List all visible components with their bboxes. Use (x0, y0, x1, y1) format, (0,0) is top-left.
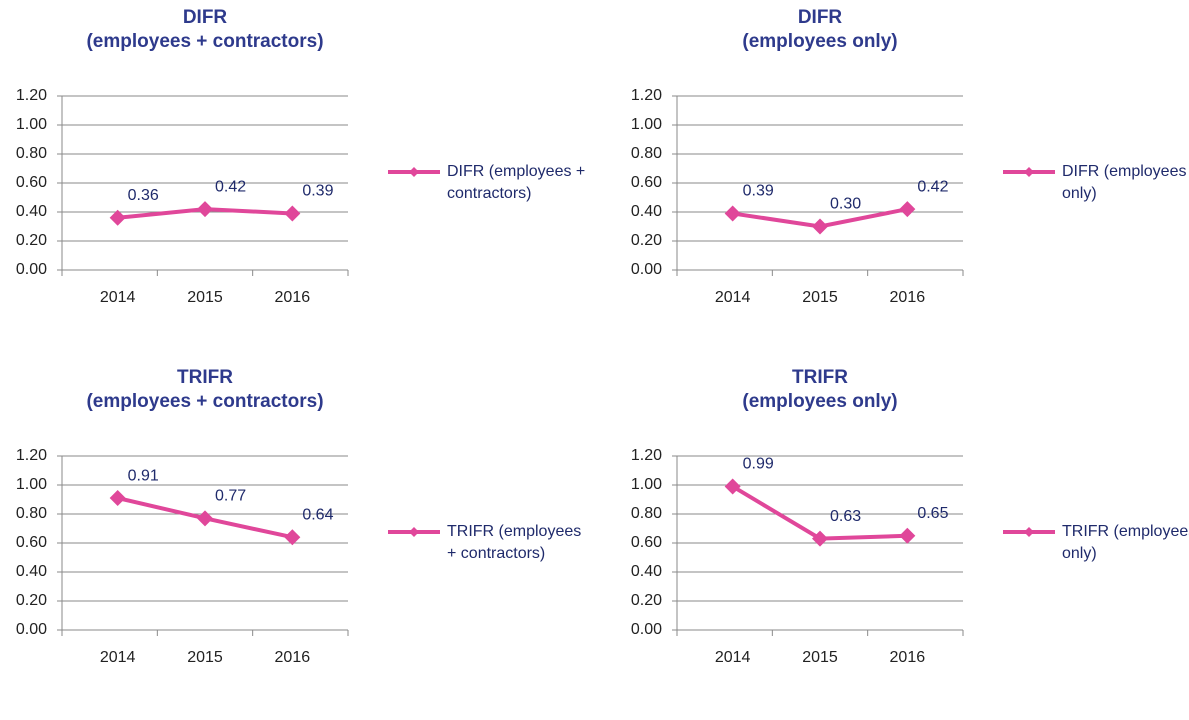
data-label: 0.64 (302, 506, 333, 523)
x-tick-label: 2015 (187, 649, 223, 666)
legend-marker (409, 527, 419, 537)
legend-label: TRIFR (employees + contractors) (447, 523, 582, 562)
chart-title: TRIFR (792, 367, 848, 388)
chart-title: DIFR (798, 7, 843, 28)
chart-panel: DIFR (employees only) 0.00 0.20 0.40 0.60 0.80… (615, 0, 1189, 360)
x-tick-label: 2016 (890, 289, 926, 306)
y-tick-label: 0.80 (631, 505, 662, 522)
legend-label: DIFR (employees only) (1062, 163, 1187, 202)
legend-label: TRIFR (employees only) (1062, 523, 1189, 562)
chart-subtitle: (employees only) (742, 391, 897, 412)
y-tick-label: 0.20 (16, 592, 47, 609)
data-point (284, 529, 301, 546)
page: DIFR (employees + contractors) 0.00 0.20 0.4… (0, 0, 1189, 667)
x-tick-label: 2014 (715, 649, 751, 666)
y-tick-label: 0.00 (631, 261, 662, 278)
data-point (812, 218, 828, 235)
y-tick-label: 0.20 (631, 592, 662, 609)
y-tick-label: 1.20 (16, 447, 47, 464)
data-label: 0.91 (128, 467, 159, 484)
data-label: 0.99 (743, 456, 774, 473)
y-tick-label: 1.00 (16, 116, 47, 133)
y-tick-label: 0.80 (16, 145, 47, 162)
data-point (197, 201, 213, 218)
data-label: 0.42 (917, 178, 948, 195)
data-point (284, 205, 301, 222)
data-point (109, 490, 126, 507)
data-label: 0.30 (830, 196, 861, 213)
data-label: 0.77 (215, 488, 246, 505)
x-tick-label: 2015 (802, 289, 838, 306)
legend-marker (1024, 527, 1034, 537)
y-tick-label: 0.20 (631, 232, 662, 249)
chart-subtitle: (employees + contractors) (86, 31, 323, 52)
y-tick-label: 1.20 (631, 87, 662, 104)
x-tick-label: 2016 (275, 649, 311, 666)
y-tick-label: 1.20 (16, 87, 47, 104)
y-tick-label: 0.40 (631, 563, 662, 580)
y-tick-label: 1.00 (631, 116, 662, 133)
y-tick-label: 0.80 (16, 505, 47, 522)
chart-panel: TRIFR (employees + contractors) 0.00 0.20 0.… (0, 360, 615, 720)
y-tick-label: 1.20 (631, 447, 662, 464)
chart-title: TRIFR (177, 367, 233, 388)
x-tick-label: 2014 (100, 289, 136, 306)
legend-marker (1024, 167, 1034, 177)
data-label: 0.39 (302, 183, 333, 200)
y-tick-label: 0.40 (16, 563, 47, 580)
y-tick-label: 0.00 (16, 261, 47, 278)
y-tick-label: 0.00 (631, 621, 662, 638)
y-tick-label: 0.20 (16, 232, 47, 249)
x-tick-label: 2016 (275, 289, 311, 306)
y-tick-label: 0.60 (16, 534, 47, 551)
legend-label: DIFR (employees + contractors) (447, 163, 586, 202)
y-tick-label: 0.40 (631, 203, 662, 220)
chart: DIFR (employees only) 0.00 0.20 0.40 0.60 0.80… (631, 7, 1055, 306)
y-tick-label: 0.60 (16, 174, 47, 191)
data-point (812, 530, 828, 547)
x-tick-label: 2016 (890, 649, 926, 666)
y-tick-label: 1.00 (631, 476, 662, 493)
y-tick-label: 0.80 (631, 145, 662, 162)
chart: DIFR (employees + contractors) 0.00 0.20 0.4… (16, 7, 440, 306)
data-point (109, 209, 126, 226)
x-tick-label: 2014 (100, 649, 136, 666)
chart-title: DIFR (183, 7, 228, 28)
chart-subtitle: (employees only) (742, 31, 897, 52)
data-point (724, 478, 741, 495)
data-label: 0.63 (830, 508, 861, 525)
chart-subtitle: (employees + contractors) (86, 391, 323, 412)
data-point (724, 205, 741, 222)
data-label: 0.36 (128, 187, 159, 204)
chart-panel: TRIFR (employees only) 0.00 0.20 0.40 0.60 0.8… (615, 360, 1189, 720)
x-tick-label: 2014 (715, 289, 751, 306)
chart-panel: DIFR (employees + contractors) 0.00 0.20 0.4… (0, 0, 615, 360)
data-label: 0.39 (743, 183, 774, 200)
y-tick-label: 0.00 (16, 621, 47, 638)
y-tick-label: 0.40 (16, 203, 47, 220)
legend-marker (409, 167, 419, 177)
x-tick-label: 2015 (187, 289, 223, 306)
data-point (899, 201, 916, 218)
y-tick-label: 0.60 (631, 174, 662, 191)
data-label: 0.65 (917, 505, 948, 522)
y-tick-label: 0.60 (631, 534, 662, 551)
data-label: 0.42 (215, 178, 246, 195)
data-point (197, 510, 213, 527)
chart: TRIFR (employees + contractors) 0.00 0.20 0.… (16, 367, 440, 666)
data-point (899, 527, 916, 544)
y-tick-label: 1.00 (16, 476, 47, 493)
x-tick-label: 2015 (802, 649, 838, 666)
chart: TRIFR (employees only) 0.00 0.20 0.40 0.60 0.8… (631, 367, 1055, 666)
